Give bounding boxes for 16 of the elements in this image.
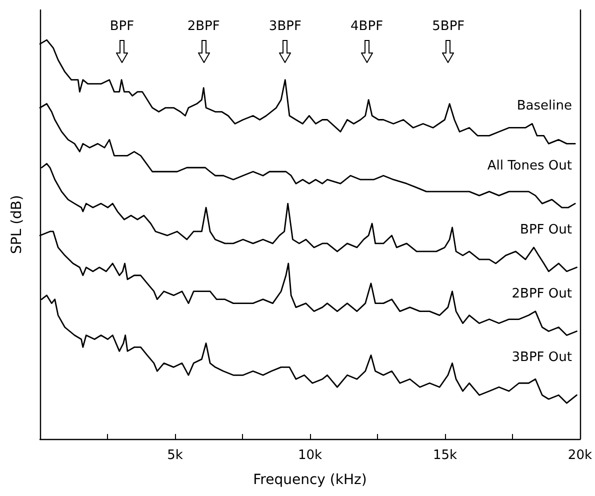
text: 2BPF — [187, 19, 220, 34]
x-tick-label: 15k — [432, 448, 458, 463]
series-label: 2BPF Out — [512, 286, 572, 302]
text: 4BPF — [350, 19, 384, 34]
x-tick-label: 5k — [167, 448, 184, 463]
text: BPF — [110, 19, 134, 34]
series-label: BPF Out — [520, 222, 572, 238]
text: 5BPF — [432, 19, 465, 34]
y-axis-title: SPL (dB) — [9, 195, 25, 254]
series-label: Baseline — [516, 98, 572, 114]
x-tick-label: 10k — [298, 448, 322, 463]
x-axis-title: Frequency (kHz) — [253, 472, 367, 488]
text: 3BPF — [268, 19, 302, 34]
x-tick-label: 20k — [568, 448, 592, 463]
series-label: All Tones Out — [487, 158, 572, 174]
series-label: 3BPF Out — [512, 350, 572, 366]
